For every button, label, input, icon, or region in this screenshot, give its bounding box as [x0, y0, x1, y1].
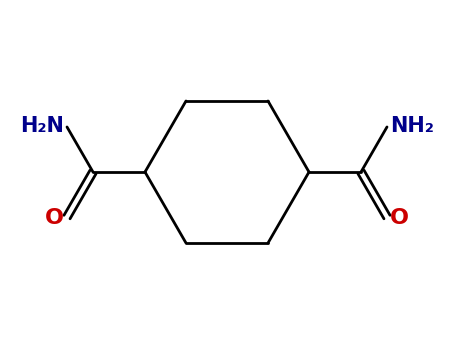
Text: H₂N: H₂N	[20, 116, 64, 136]
Text: O: O	[390, 208, 409, 228]
Text: O: O	[45, 208, 64, 228]
Text: NH₂: NH₂	[390, 116, 434, 136]
